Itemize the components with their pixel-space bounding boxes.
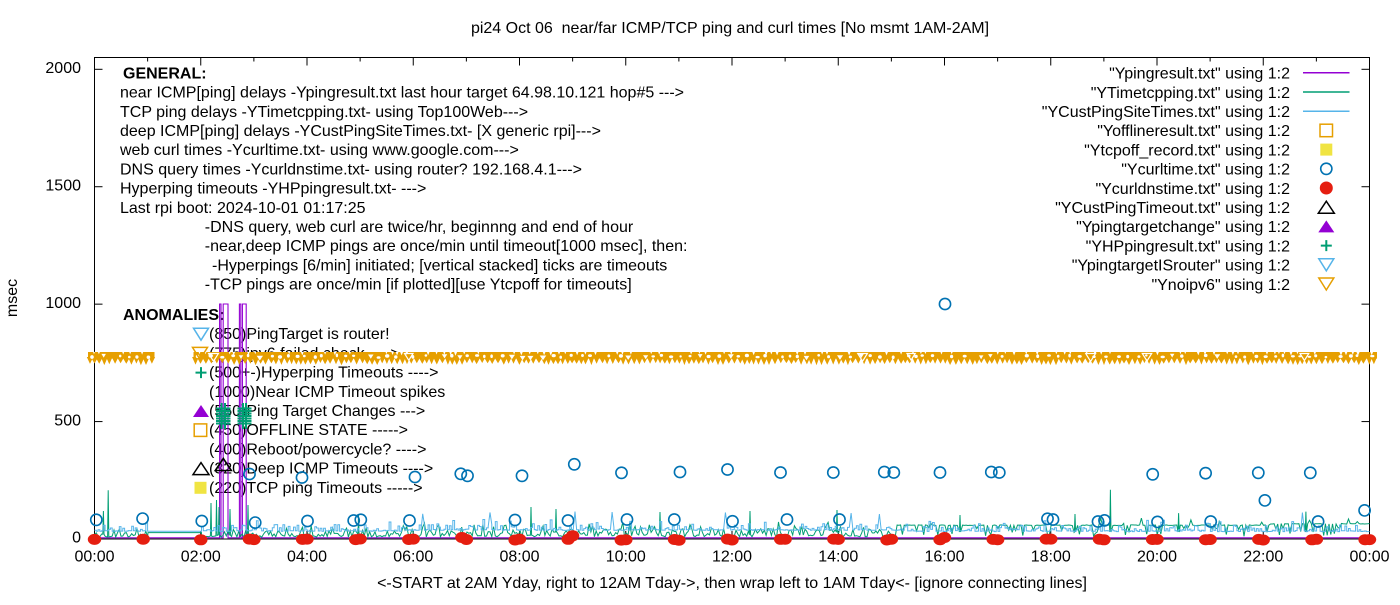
svg-text:00:00: 00:00 [1349, 549, 1389, 566]
svg-text:(550)Ping Target Changes --->: (550)Ping Target Changes ---> [209, 403, 425, 420]
svg-text:(400)Reboot/powercycle? ---->: (400)Reboot/powercycle? ----> [209, 441, 426, 458]
svg-text:06:00: 06:00 [393, 549, 433, 566]
svg-text:1500: 1500 [45, 177, 81, 194]
svg-text:(500+-)Hyperping Timeouts ----: (500+-)Hyperping Timeouts ----> [209, 365, 438, 382]
svg-text:08:00: 08:00 [499, 549, 539, 566]
svg-text:-near,deep ICMP pings are once: -near,deep ICMP pings are once/min until… [205, 238, 688, 255]
svg-text:(1000)Near ICMP Timeout spikes: (1000)Near ICMP Timeout spikes [209, 384, 445, 401]
svg-text:"Ypingresult.txt" using 1:2: "Ypingresult.txt" using 1:2 [1109, 66, 1290, 83]
svg-text:<-START at 2AM Yday, right to: <-START at 2AM Yday, right to 12AM Tday-… [377, 575, 1087, 592]
svg-text:"YCustPingSiteTimes.txt" using: "YCustPingSiteTimes.txt" using 1:2 [1042, 104, 1290, 121]
svg-text:20:00: 20:00 [1137, 549, 1177, 566]
svg-text:500: 500 [54, 412, 81, 429]
svg-text:GENERAL:: GENERAL: [123, 65, 207, 82]
svg-text:TCP ping delays -YTimetcpping.: TCP ping delays -YTimetcpping.txt- using… [120, 104, 528, 121]
svg-text:near ICMP[ping] delays -Ypingr: near ICMP[ping] delays -Ypingresult.txt … [120, 85, 684, 102]
svg-text:Last rpi boot: 2024-10-01 01:1: Last rpi boot: 2024-10-01 01:17:25 [120, 200, 366, 217]
svg-text:ANOMALIES:: ANOMALIES: [123, 307, 224, 324]
svg-text:18:00: 18:00 [1031, 549, 1071, 566]
svg-text:(850)PingTarget is router!: (850)PingTarget is router! [209, 326, 390, 343]
svg-text:04:00: 04:00 [287, 549, 327, 566]
svg-text:web curl times -Ycurltime.txt-: web curl times -Ycurltime.txt- using www… [119, 142, 519, 159]
svg-text:-DNS query, web curl are twice: -DNS query, web curl are twice/hr, begin… [205, 219, 634, 236]
svg-text:"Ytcpoff_record.txt" using 1:2: "Ytcpoff_record.txt" using 1:2 [1084, 142, 1290, 159]
svg-text:DNS query times -Ycurldnstime.: DNS query times -Ycurldnstime.txt- using… [120, 161, 582, 178]
svg-text:12:00: 12:00 [712, 549, 752, 566]
svg-text:"YTimetcpping.txt" using 1:2: "YTimetcpping.txt" using 1:2 [1091, 85, 1290, 102]
svg-text:02:00: 02:00 [181, 549, 221, 566]
svg-text:14:00: 14:00 [818, 549, 858, 566]
svg-text:-Hyperpings [6/min] initiated;: -Hyperpings [6/min] initiated; [vertical… [212, 257, 667, 274]
svg-text:deep ICMP[ping] delays -YCustP: deep ICMP[ping] delays -YCustPingSiteTim… [120, 123, 601, 140]
svg-text:22:00: 22:00 [1243, 549, 1283, 566]
svg-text:"YHPpingresult.txt" using 1:2: "YHPpingresult.txt" using 1:2 [1086, 238, 1290, 255]
svg-text:(220)TCP ping Timeouts ----->: (220)TCP ping Timeouts -----> [209, 480, 423, 497]
svg-text:1000: 1000 [45, 295, 81, 312]
svg-text:"Yofflineresult.txt" using 1:2: "Yofflineresult.txt" using 1:2 [1097, 123, 1290, 140]
svg-text:(450)OFFLINE STATE ----->: (450)OFFLINE STATE -----> [209, 422, 408, 439]
svg-text:Hyperping timeouts -YHPpingres: Hyperping timeouts -YHPpingresult.txt- -… [120, 181, 426, 198]
svg-text:"YCustPingTimeout.txt" using 1: "YCustPingTimeout.txt" using 1:2 [1055, 200, 1290, 217]
svg-text:msec: msec [4, 279, 21, 317]
svg-text:(320)Deep ICMP Timeouts ---->: (320)Deep ICMP Timeouts ----> [209, 461, 433, 478]
svg-text:"Ypingtargetchange" using 1:2: "Ypingtargetchange" using 1:2 [1076, 219, 1290, 236]
svg-text:16:00: 16:00 [924, 549, 964, 566]
svg-text:10:00: 10:00 [606, 549, 646, 566]
svg-text:00:00: 00:00 [74, 549, 114, 566]
svg-text:pi24 Oct 06 near/far ICMP/TCP: pi24 Oct 06 near/far ICMP/TCP ping and c… [471, 20, 989, 37]
svg-text:2000: 2000 [45, 60, 81, 77]
svg-text:"Ycurldnstime.txt" using 1:2: "Ycurldnstime.txt" using 1:2 [1095, 181, 1290, 198]
svg-text:"Ynoipv6" using 1:2: "Ynoipv6" using 1:2 [1151, 277, 1290, 294]
svg-text:"Ycurltime.txt" using 1:2: "Ycurltime.txt" using 1:2 [1121, 162, 1290, 179]
svg-text:0: 0 [72, 530, 81, 547]
svg-text:-TCP pings are once/min [if pl: -TCP pings are once/min [if plotted][use… [205, 277, 632, 294]
svg-text:"YpingtargetISrouter" using 1:: "YpingtargetISrouter" using 1:2 [1072, 258, 1290, 275]
